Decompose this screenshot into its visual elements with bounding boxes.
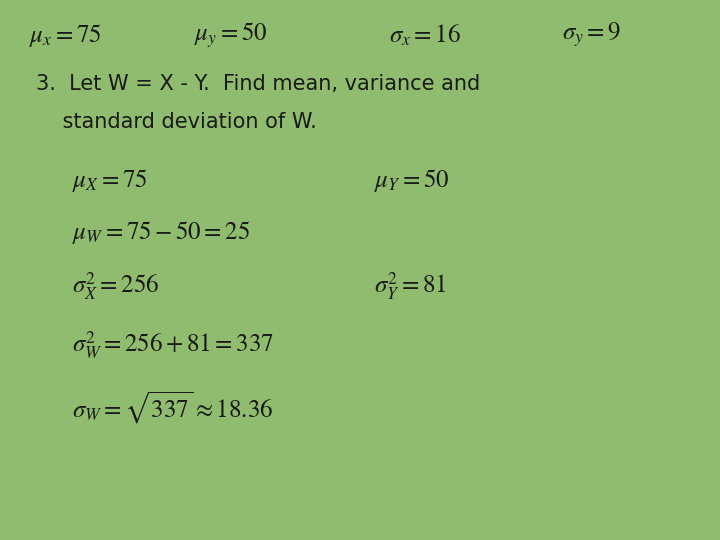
Text: $\sigma_Y^2 = 81$: $\sigma_Y^2 = 81$ <box>374 271 447 302</box>
Text: $\mu_x = 75$: $\mu_x = 75$ <box>29 22 102 49</box>
Text: $\mu_y = 50$: $\mu_y = 50$ <box>194 20 268 50</box>
Text: standard deviation of W.: standard deviation of W. <box>36 111 317 132</box>
Text: $\sigma_X^2 = 256$: $\sigma_X^2 = 256$ <box>72 271 159 302</box>
Text: $\sigma_W^2 = 256 + 81 = 337$: $\sigma_W^2 = 256 + 81 = 337$ <box>72 330 274 361</box>
Text: $\sigma_x = 16$: $\sigma_x = 16$ <box>389 23 461 48</box>
Text: $\sigma_W = \sqrt{337} \approx 18.36$: $\sigma_W = \sqrt{337} \approx 18.36$ <box>72 389 274 426</box>
Text: 3.  Let W = X - Y.  Find mean, variance and: 3. Let W = X - Y. Find mean, variance an… <box>36 73 480 94</box>
Text: $\mu_X = 75$: $\mu_X = 75$ <box>72 167 148 194</box>
Text: $\sigma_y = 9$: $\sigma_y = 9$ <box>562 21 621 50</box>
Text: $\mu_W = 75 - 50 = 25$: $\mu_W = 75 - 50 = 25$ <box>72 219 250 246</box>
Text: $\mu_Y = 50$: $\mu_Y = 50$ <box>374 167 450 194</box>
